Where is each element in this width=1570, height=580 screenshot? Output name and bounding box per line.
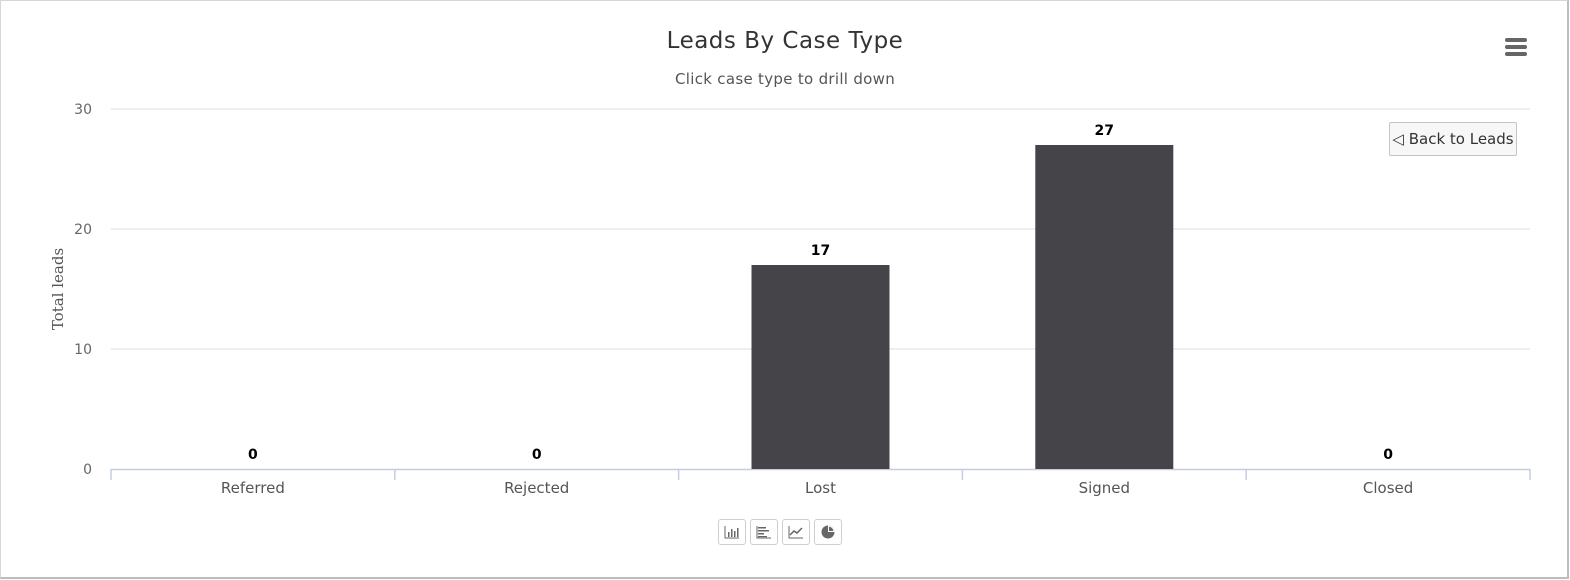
chart-type-toolbar xyxy=(718,519,842,547)
y-tick-label: 0 xyxy=(83,462,92,478)
bar-chart-icon[interactable] xyxy=(718,519,746,545)
bar xyxy=(751,265,890,469)
chart-title: Leads By Case Type xyxy=(666,28,904,54)
y-axis-title: Total leads xyxy=(49,248,67,330)
y-tick-label: 10 xyxy=(74,342,92,358)
data-label: 0 xyxy=(532,447,542,463)
x-tick-label: Referred xyxy=(221,479,285,497)
y-tick-label: 30 xyxy=(74,102,92,118)
horizontal-bar-chart-icon[interactable] xyxy=(750,519,778,545)
data-label: 0 xyxy=(1383,447,1393,463)
x-tick-label: Signed xyxy=(1079,479,1130,497)
x-tick-label: Closed xyxy=(1363,479,1413,497)
line-chart-icon[interactable] xyxy=(782,519,810,545)
data-label: 17 xyxy=(811,243,830,259)
chart-subtitle: Click case type to drill down xyxy=(675,70,895,88)
bar xyxy=(1035,145,1174,469)
hamburger-menu-icon[interactable] xyxy=(1503,38,1529,58)
y-tick-label: 20 xyxy=(74,222,92,238)
x-tick-label: Rejected xyxy=(504,479,569,497)
pie-chart-icon[interactable] xyxy=(814,519,842,545)
back-to-leads-button[interactable]: ◁ Back to Leads xyxy=(1389,122,1517,156)
data-label: 0 xyxy=(248,447,258,463)
x-tick-label: Lost xyxy=(805,479,836,497)
data-label: 27 xyxy=(1095,123,1114,139)
